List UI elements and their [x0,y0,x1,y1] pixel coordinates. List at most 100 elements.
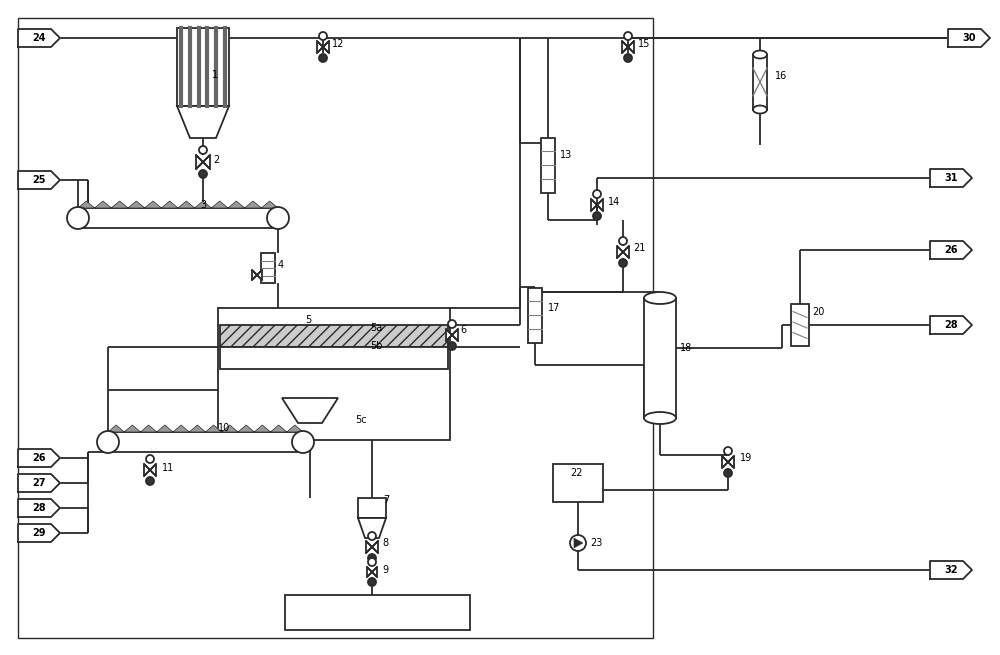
Circle shape [570,535,586,551]
Text: 20: 20 [812,307,824,317]
Ellipse shape [753,105,767,113]
Circle shape [292,431,314,453]
Circle shape [368,558,376,566]
Polygon shape [211,201,228,208]
Bar [18,18,653,638]
Text: 18: 18 [680,343,692,353]
Polygon shape [597,199,603,211]
Circle shape [448,342,456,350]
Circle shape [724,469,732,477]
Text: 31: 31 [944,173,958,183]
Polygon shape [18,171,60,189]
Polygon shape [78,201,95,208]
Polygon shape [111,201,128,208]
Polygon shape [617,246,623,258]
Polygon shape [196,155,203,169]
Circle shape [146,477,154,485]
Bar [541,138,555,193]
Polygon shape [18,499,60,517]
Text: 24: 24 [32,33,46,43]
Polygon shape [252,270,257,280]
Text: 3: 3 [200,200,206,210]
Polygon shape [203,155,210,169]
Bar [285,595,470,630]
Circle shape [319,54,327,62]
Bar [753,54,767,109]
Text: 25: 25 [32,175,46,185]
Polygon shape [195,201,211,208]
Text: 4: 4 [278,260,284,270]
Text: 12: 12 [332,39,344,49]
Text: 29: 29 [32,528,46,538]
Polygon shape [622,41,628,53]
Bar [358,498,386,518]
Bar [218,308,450,440]
Polygon shape [177,106,229,138]
Circle shape [267,207,289,229]
Polygon shape [270,425,287,432]
Text: 1: 1 [212,70,218,80]
Polygon shape [95,201,111,208]
Polygon shape [157,425,173,432]
Text: 14: 14 [608,197,620,207]
Polygon shape [228,201,245,208]
Polygon shape [367,567,372,577]
Bar [553,464,603,502]
Polygon shape [366,541,372,553]
Text: 11: 11 [162,463,174,473]
Circle shape [624,32,632,40]
Polygon shape [140,425,157,432]
Text: 19: 19 [740,453,752,463]
Text: 23: 23 [590,538,602,548]
Polygon shape [18,29,60,47]
Text: 5a: 5a [370,323,382,333]
Ellipse shape [644,292,676,304]
Polygon shape [254,425,270,432]
Polygon shape [145,201,161,208]
Text: 26: 26 [944,245,958,255]
Polygon shape [161,201,178,208]
Text: 8: 8 [382,538,388,548]
Text: 32: 32 [944,565,958,575]
Polygon shape [728,456,734,468]
Text: 7: 7 [383,495,389,505]
Text: 9: 9 [382,565,388,575]
Polygon shape [574,538,583,548]
Text: 2: 2 [213,155,219,165]
Bar [78,208,278,228]
Circle shape [146,455,154,463]
Polygon shape [372,567,377,577]
Text: 30: 30 [962,33,976,43]
Polygon shape [323,41,329,53]
Circle shape [368,554,376,562]
Polygon shape [222,425,238,432]
Polygon shape [282,398,338,423]
Polygon shape [261,201,278,208]
Text: 26: 26 [32,453,46,463]
Text: 5b: 5b [370,341,382,351]
Bar [261,253,275,283]
Bar [108,432,303,452]
Circle shape [624,54,632,62]
Polygon shape [930,169,972,187]
Polygon shape [144,464,150,476]
Text: 13: 13 [560,150,572,160]
Text: 28: 28 [32,503,46,513]
Polygon shape [628,41,634,53]
Circle shape [368,578,376,586]
Circle shape [97,431,119,453]
Polygon shape [178,201,195,208]
Polygon shape [245,201,261,208]
Circle shape [593,190,601,198]
Polygon shape [18,474,60,492]
Text: 10: 10 [218,423,230,433]
Polygon shape [623,246,629,258]
Polygon shape [948,29,990,47]
Bar [177,28,229,106]
Polygon shape [722,456,728,468]
Polygon shape [150,464,156,476]
Circle shape [199,146,207,154]
Ellipse shape [644,412,676,424]
Bar [220,325,448,347]
Text: 6: 6 [460,325,466,335]
